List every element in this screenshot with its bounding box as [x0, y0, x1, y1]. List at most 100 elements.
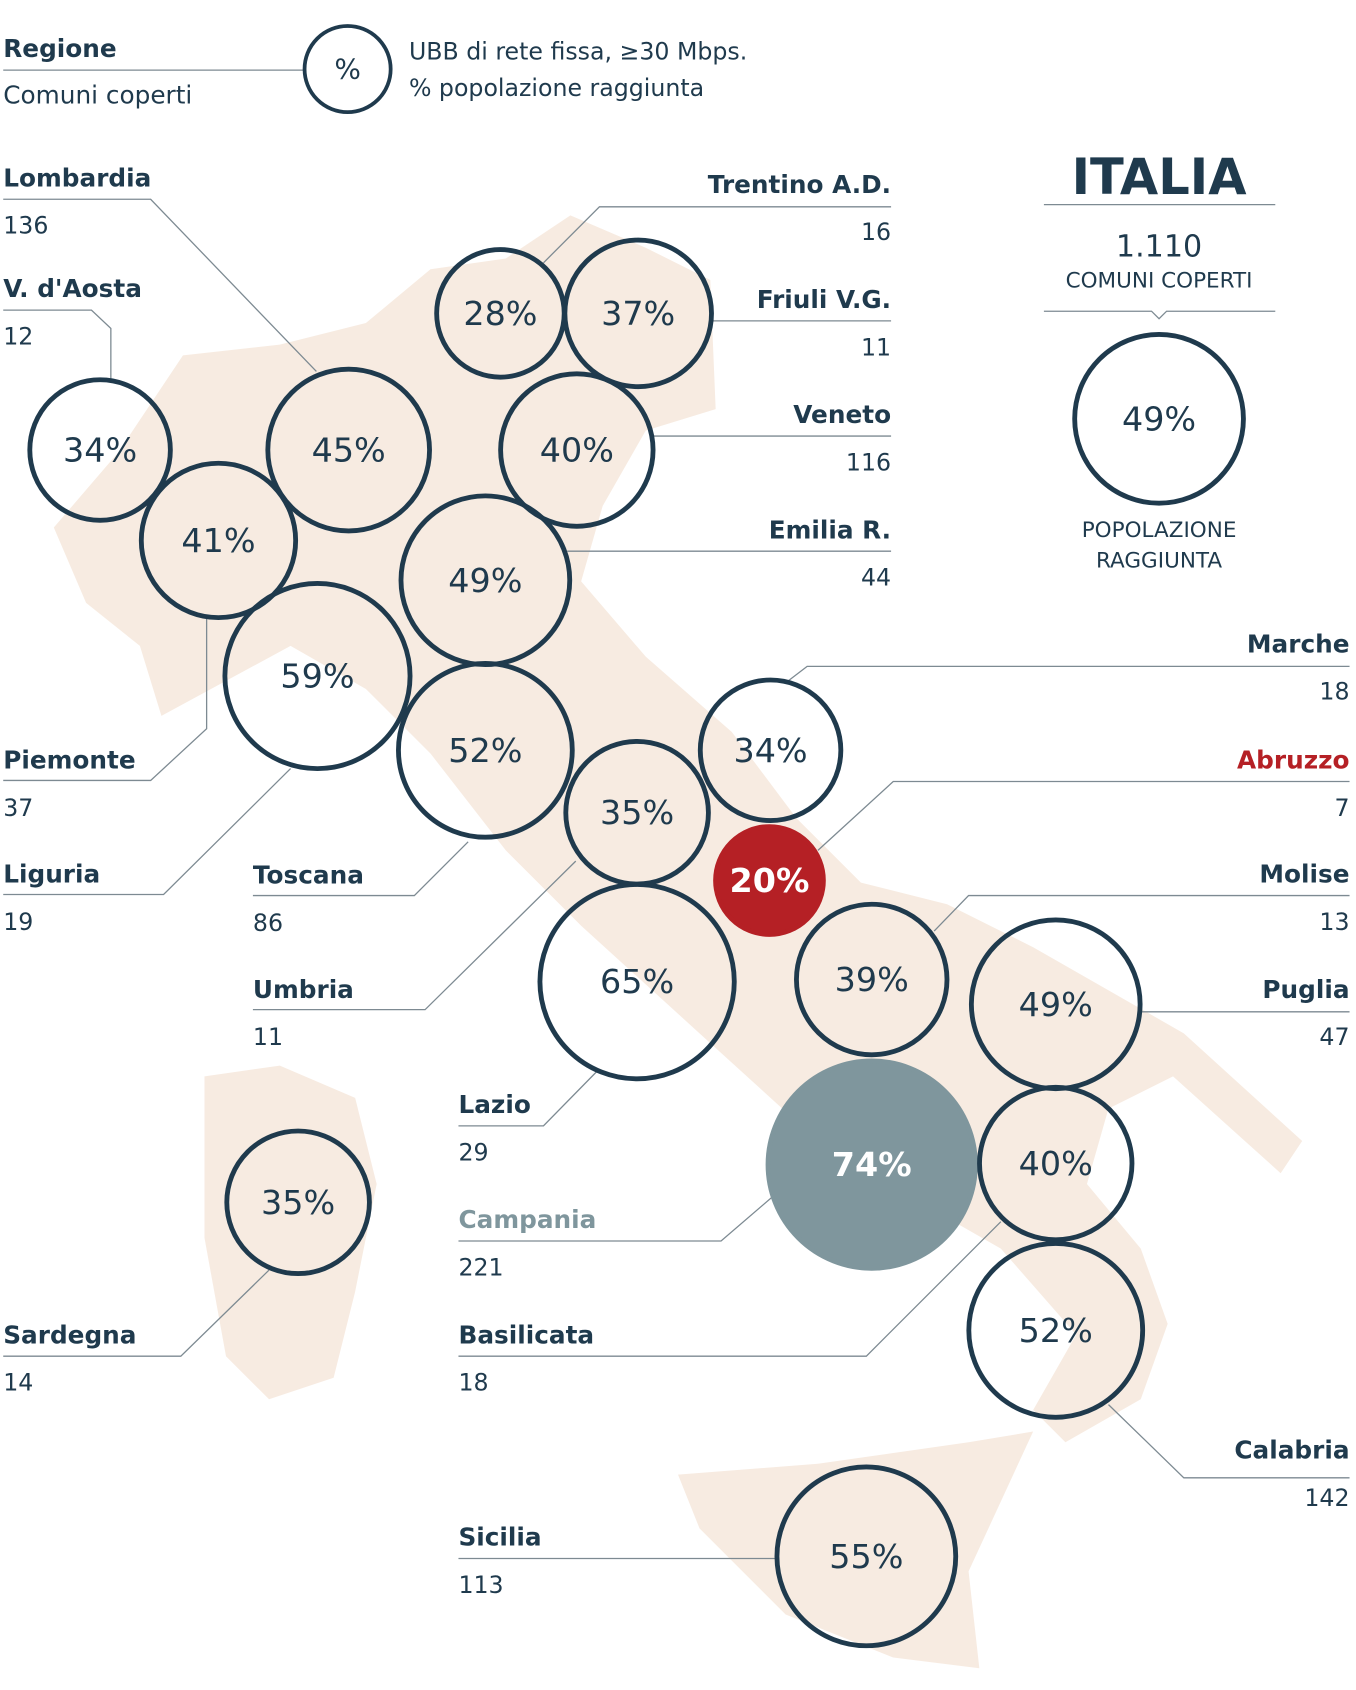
leader-line [3, 309, 112, 381]
region-comuni: 44 [861, 564, 891, 592]
mainland [53, 215, 1303, 1443]
region-comuni: 11 [861, 333, 891, 361]
italia-summary: ITALIA 1.110 COMUNI COPERTI POPOLAZIONE … [1043, 148, 1276, 573]
region-comuni: 142 [1304, 1484, 1349, 1512]
leader-line [3, 619, 208, 782]
region-name: Calabria [1234, 1435, 1349, 1464]
leader-line [458, 1070, 598, 1127]
percent-label: 74% [832, 1145, 912, 1184]
legend-symbol: % [334, 53, 361, 86]
percent-label: 20% [730, 861, 810, 900]
percent-label: 65% [600, 962, 674, 1001]
percent-circle [398, 493, 573, 668]
legend-line1: UBB di rete fissa, ≥30 Mbps. [409, 37, 747, 65]
region-name: Sardegna [3, 1320, 136, 1349]
percent-label: 59% [280, 657, 354, 696]
percent-label: 49% [448, 561, 522, 600]
region-name: Lazio [458, 1090, 530, 1119]
percent-label: 35% [261, 1183, 335, 1222]
legend-comuni: Comuni coperti [3, 81, 192, 110]
region-name: Basilicata [458, 1320, 594, 1349]
percent-label: 41% [181, 521, 255, 560]
percent-label: 52% [448, 731, 522, 770]
percent-label: 34% [733, 731, 807, 770]
leader-line [3, 198, 317, 372]
percent-circle [498, 371, 656, 529]
region-name: Piemonte [3, 746, 135, 775]
percent-label: 37% [601, 294, 675, 333]
leader-line [788, 665, 1350, 681]
percent-circle [138, 460, 299, 621]
percent-label: 45% [312, 431, 386, 470]
percent-label: 34% [63, 431, 137, 470]
legend-line2: % popolazione raggiunta [409, 74, 704, 102]
percent-circle [537, 882, 737, 1082]
region-comuni: 18 [1319, 678, 1349, 706]
percent-circle [774, 1464, 959, 1649]
region-name: Abruzzo [1237, 746, 1350, 775]
percent-label: 40% [540, 431, 614, 470]
region-name: Marche [1247, 629, 1350, 658]
percent-label: 49% [1019, 985, 1093, 1024]
percent-label: 55% [829, 1537, 903, 1576]
rule [1043, 310, 1276, 320]
region-name: Puglia [1262, 975, 1349, 1004]
legend: Regione Comuni coperti % UBB di rete fis… [3, 24, 747, 114]
percent-circle [765, 1058, 978, 1271]
pop-label: POPOLAZIONE [1082, 518, 1237, 543]
region-name: V. d'Aosta [3, 274, 142, 303]
region-comuni: 13 [1319, 908, 1349, 936]
percent-circle [265, 366, 432, 534]
region-comuni: 18 [458, 1369, 488, 1397]
percent-circle [966, 1241, 1146, 1420]
percent-label: 35% [600, 793, 674, 832]
region-comuni: 11 [253, 1023, 283, 1051]
leader-line [458, 1221, 1002, 1357]
percent-label: 52% [1019, 1311, 1093, 1350]
region-comuni: 116 [846, 448, 891, 476]
pop-label: RAGGIUNTA [1096, 548, 1222, 573]
region-name: Molise [1259, 860, 1349, 889]
leader-line [817, 780, 1350, 851]
sardinia [204, 1065, 377, 1400]
region-comuni: 16 [861, 218, 891, 246]
region-comuni: 86 [253, 909, 283, 937]
leader-line [3, 1269, 270, 1357]
region-name: Trentino A.D. [708, 170, 891, 199]
percent-label: 39% [835, 960, 909, 999]
region-comuni: 221 [458, 1253, 503, 1281]
region-comuni: 37 [3, 794, 33, 822]
leader-line [252, 841, 469, 897]
percent-label: 40% [1019, 1144, 1093, 1183]
leader-line [252, 860, 577, 1011]
italy-map [53, 215, 1303, 1669]
region-name: Toscana [253, 861, 364, 890]
region-comuni: 47 [1319, 1023, 1349, 1051]
region-name: Emilia R. [769, 515, 891, 544]
region-comuni: 12 [3, 323, 33, 351]
region-name: Liguria [3, 860, 100, 889]
percent-circle [697, 677, 844, 823]
region-name: Lombardia [3, 163, 151, 192]
italia-comuni-label: COMUNI COPERTI [1066, 269, 1253, 294]
region-comuni: 19 [3, 908, 33, 936]
leader-line [458, 1194, 776, 1242]
percent-label: 49% [1122, 399, 1196, 438]
leader-line [933, 894, 1350, 932]
italia-title: ITALIA [1072, 148, 1248, 206]
region-comuni: 29 [458, 1138, 488, 1166]
region-comuni: 136 [3, 212, 48, 240]
percent-circle [713, 824, 826, 937]
region-name: Sicilia [458, 1523, 541, 1552]
region-name: Campania [458, 1205, 596, 1234]
region-comuni: 7 [1334, 794, 1349, 822]
italia-comuni: 1.110 [1116, 229, 1202, 264]
percent-circle [794, 901, 950, 1058]
percent-circle [27, 377, 173, 523]
percent-circle [968, 917, 1143, 1092]
region-comuni: 14 [3, 1369, 33, 1397]
legend-region: Regione [3, 34, 116, 63]
percent-circle [224, 1128, 372, 1277]
legend-circle [302, 24, 393, 114]
